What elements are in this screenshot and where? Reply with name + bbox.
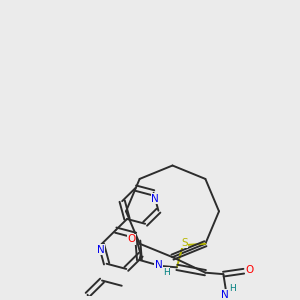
Text: H: H (163, 268, 170, 277)
Text: S: S (181, 238, 188, 248)
Text: O: O (127, 234, 135, 244)
Text: N: N (221, 290, 229, 300)
Text: N: N (155, 260, 163, 270)
Text: O: O (245, 265, 253, 275)
Text: H: H (230, 284, 236, 293)
Text: N: N (151, 194, 159, 204)
Text: N: N (97, 244, 104, 255)
